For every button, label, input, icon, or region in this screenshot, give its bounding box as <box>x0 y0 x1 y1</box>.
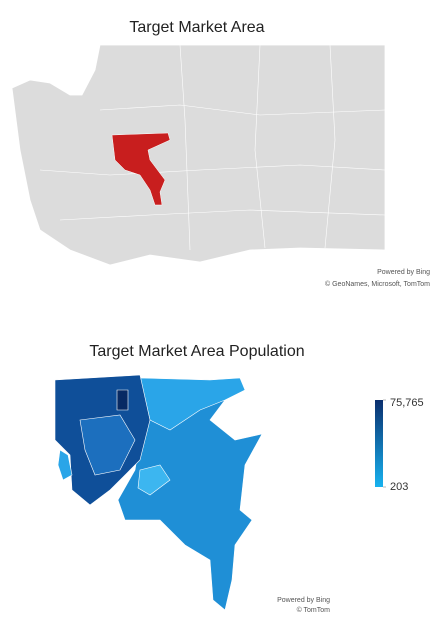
state-shape <box>11 44 386 266</box>
attribution: © GeoNames, Microsoft, TomTom <box>325 280 430 288</box>
attribution: Powered by Bing <box>377 269 430 276</box>
region <box>137 464 171 496</box>
map-top: Target Market Area Powered by Bing © Geo… <box>11 19 430 288</box>
legend-min-label: 203 <box>390 481 408 493</box>
region <box>79 414 136 476</box>
target-area <box>111 132 171 206</box>
attribution: Powered by Bing <box>277 597 330 604</box>
map-bottom: Target Market Area Population Powered by… <box>54 343 331 614</box>
region <box>116 389 129 411</box>
legend-gradient <box>375 400 383 487</box>
legend-max-label: 75,765 <box>390 397 424 409</box>
map-title: Target Market Area Population <box>89 343 304 360</box>
region <box>57 449 73 481</box>
map-title: Target Market Area <box>129 19 264 36</box>
region <box>139 377 246 431</box>
attribution: © TomTom <box>297 606 331 614</box>
county-lines <box>39 44 386 251</box>
legend: 75,765 203 <box>375 397 424 493</box>
